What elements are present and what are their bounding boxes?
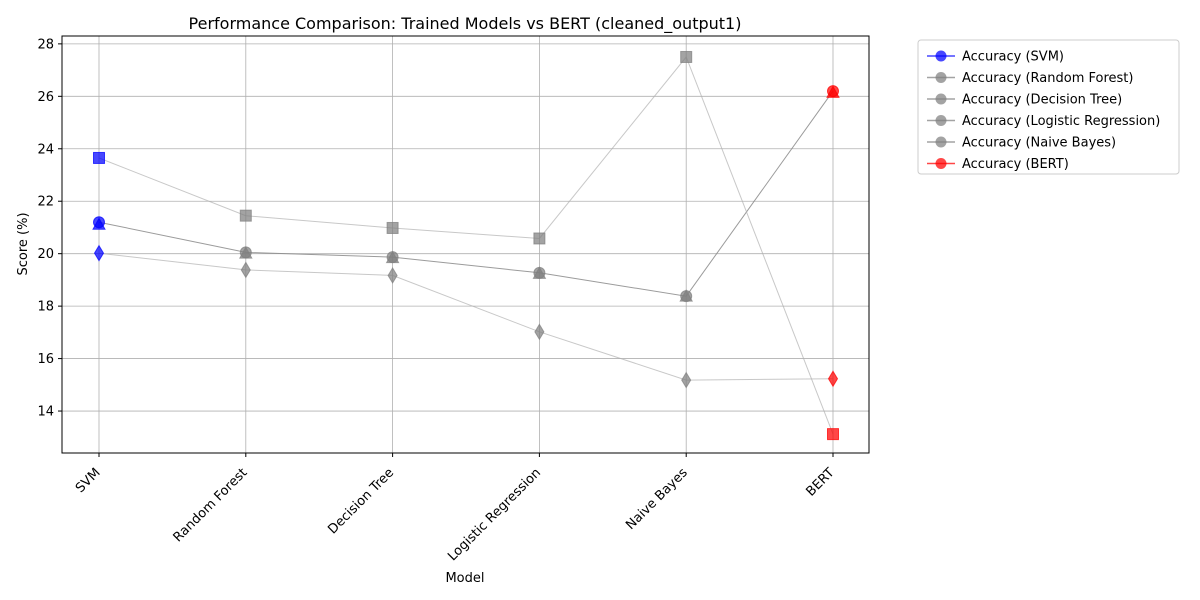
- legend-marker: [935, 136, 947, 148]
- y-tick-label: 28: [37, 37, 54, 52]
- y-axis: 14 16 18 20 22 24 26 28: [37, 37, 62, 420]
- legend-label: Accuracy (Naive Bayes): [962, 136, 1116, 151]
- y-tick-label: 24: [37, 142, 54, 157]
- y-tick-label: 16: [37, 352, 54, 367]
- marker-triangle-svm: [92, 217, 106, 230]
- legend-marker: [935, 50, 947, 62]
- legend-marker: [935, 115, 947, 126]
- marker-diamond-svm: [93, 244, 105, 262]
- marker-square-naive-bayes: [680, 50, 693, 63]
- marker-square-decision-tree: [386, 221, 399, 234]
- x-tick-label-decision-tree: Decision Tree: [325, 465, 397, 537]
- legend-entry-accuracy-decision-tree-: Accuracy (Decision Tree): [927, 93, 1122, 108]
- marker-diamond-logistic-regression: [534, 323, 545, 341]
- marker-square-svm: [93, 151, 105, 164]
- marker-triangle-random-forest: [238, 246, 253, 259]
- legend-label: Accuracy (Decision Tree): [962, 93, 1122, 108]
- marker-diamond-naive-bayes: [681, 371, 692, 389]
- y-tick-label: 18: [37, 300, 54, 315]
- legend-entry-accuracy-svm-: Accuracy (SVM): [927, 50, 1064, 65]
- x-tick-label-svm: SVM: [73, 465, 104, 496]
- x-axis-label: Model: [445, 571, 484, 586]
- legend-entry-accuracy-random-forest-: Accuracy (Random Forest): [927, 71, 1133, 86]
- x-tick-label-random-forest: Random Forest: [171, 465, 251, 545]
- marker-square-bert: [827, 428, 839, 441]
- legend-entry-accuracy-bert-: Accuracy (BERT): [927, 157, 1069, 172]
- legend-label: Accuracy (Random Forest): [962, 71, 1133, 86]
- marker-square-logistic-regression: [533, 232, 546, 245]
- series-line-square: [98, 56, 834, 435]
- legend-marker: [935, 72, 947, 83]
- chart-title: Performance Comparison: Trained Models v…: [189, 14, 742, 34]
- legend-entry-accuracy-naive-bayes-: Accuracy (Naive Bayes): [927, 136, 1116, 151]
- marker-triangle-logistic-regression: [532, 266, 547, 279]
- series-lines: [98, 56, 834, 435]
- legend-marker: [935, 93, 947, 105]
- legend-frame: [917, 39, 1180, 175]
- y-tick-label: 14: [37, 405, 54, 420]
- plot-frame: [61, 35, 870, 454]
- legend-label: Accuracy (Logistic Regression): [962, 114, 1160, 129]
- x-tick-label-logistic-regression: Logistic Regression: [445, 465, 544, 564]
- legend-entry-accuracy-logistic-regression-: Accuracy (Logistic Regression): [927, 114, 1160, 129]
- y-tick-label: 20: [37, 247, 54, 262]
- marker-square-random-forest: [239, 209, 252, 222]
- legend-label: Accuracy (SVM): [962, 50, 1064, 65]
- legend-marker: [935, 158, 947, 169]
- legend-label: Accuracy (BERT): [962, 157, 1069, 172]
- marker-triangle-bert: [826, 85, 840, 98]
- grid: [62, 36, 869, 453]
- marker-diamond-decision-tree: [387, 266, 398, 284]
- y-tick-label: 22: [37, 195, 54, 210]
- series-markers: [92, 50, 840, 441]
- x-tick-label-naive-bayes: Naive Bayes: [623, 465, 691, 533]
- y-tick-label: 26: [37, 90, 54, 105]
- marker-diamond-random-forest: [240, 261, 251, 279]
- marker-triangle-decision-tree: [385, 250, 400, 264]
- x-axis: SVM Random Forest Decision Tree Logistic Re…: [73, 453, 838, 564]
- marker-triangle-naive-bayes: [679, 289, 694, 302]
- series-line-diamond: [98, 252, 834, 381]
- legend: Accuracy (SVM) Accuracy (Random Forest) Ac…: [917, 39, 1180, 175]
- x-tick-label-bert: BERT: [804, 465, 838, 499]
- y-axis-label: Score (%): [16, 212, 31, 275]
- marker-diamond-bert: [827, 370, 839, 388]
- series-line-circle: [98, 90, 834, 297]
